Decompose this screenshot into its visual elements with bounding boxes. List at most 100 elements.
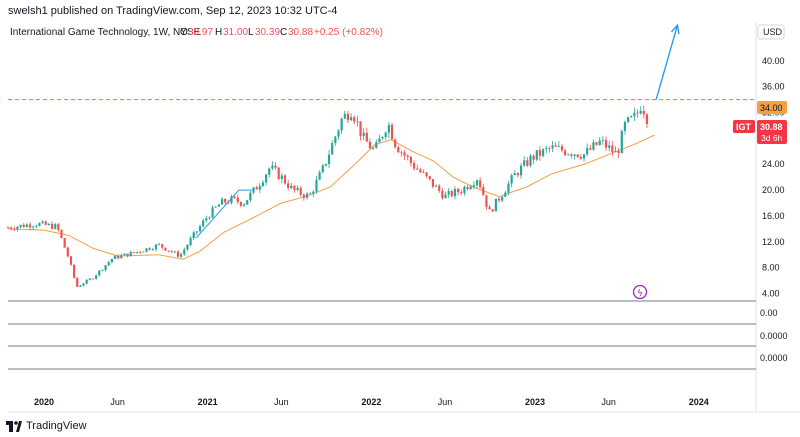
candle-body xyxy=(205,218,208,221)
candle-body xyxy=(472,185,475,187)
candle-body xyxy=(41,221,44,224)
candle-body xyxy=(488,207,491,210)
candle-body xyxy=(35,225,38,227)
candle-body xyxy=(227,202,230,204)
candle-body xyxy=(249,192,252,201)
candle-body xyxy=(157,244,161,245)
candle-body xyxy=(450,191,453,197)
indicator-pane-value: 0.00 xyxy=(760,308,778,318)
candle-body xyxy=(608,145,611,148)
candle-body xyxy=(526,160,529,166)
indicator-pane-value: 0.0000 xyxy=(760,353,788,363)
candle-body xyxy=(192,232,195,239)
candle-body xyxy=(362,132,365,137)
candle-body xyxy=(554,145,557,147)
candle-body xyxy=(406,155,409,157)
candle-body xyxy=(340,118,343,131)
candle-body xyxy=(582,154,586,159)
candle-body xyxy=(189,238,192,245)
candle-body xyxy=(412,162,416,169)
candle-body xyxy=(645,114,649,125)
candle-body xyxy=(419,169,422,173)
candle-body xyxy=(95,275,98,279)
candle-body xyxy=(321,165,324,173)
candle-body xyxy=(283,175,287,184)
x-tick-label: 2024 xyxy=(689,397,709,407)
candle-body xyxy=(242,204,246,206)
candle-body xyxy=(82,283,85,286)
candle-body xyxy=(258,185,261,190)
candle-body xyxy=(425,172,428,177)
candle-body xyxy=(161,244,164,248)
legend-open-value: 30.97 xyxy=(188,27,213,38)
candle-body xyxy=(397,147,400,153)
candle-body xyxy=(359,121,362,137)
candle-body xyxy=(579,157,582,159)
candle-body xyxy=(107,262,110,266)
candle-body xyxy=(290,185,293,189)
legend-change: +0.25 (+0.82%) xyxy=(314,27,383,38)
candle-body xyxy=(501,196,504,201)
candle-body xyxy=(466,186,469,190)
legend-instrument: International Game Technology, 1W, NYSE xyxy=(10,27,201,38)
tradingview-logo[interactable]: TradingView xyxy=(6,420,87,432)
candle-body xyxy=(217,204,220,207)
footer-brand-text: TradingView xyxy=(26,420,87,432)
candle-body xyxy=(349,117,353,121)
candle-body xyxy=(639,110,642,114)
candle-body xyxy=(32,226,35,228)
candle-body xyxy=(246,200,249,205)
candle-body xyxy=(434,185,438,187)
x-tick-label: Jun xyxy=(274,397,289,407)
candle-body xyxy=(98,270,101,276)
candle-body xyxy=(198,226,202,232)
candle-body xyxy=(334,136,337,144)
candle-body xyxy=(302,194,305,198)
y-tick-label: 36.00 xyxy=(762,82,785,92)
candle-body xyxy=(113,255,117,259)
candle-body xyxy=(479,180,482,188)
candle-body xyxy=(409,156,412,163)
event-marker-icon[interactable] xyxy=(632,284,648,300)
candle-body xyxy=(195,231,198,233)
legend-ohlc: O 30.97 H 31.00 L 30.39 C 30.88 +0.25 (+… xyxy=(180,27,383,38)
candle-body xyxy=(504,192,507,197)
candle-body xyxy=(120,255,123,259)
candle-body xyxy=(69,256,73,265)
candle-body xyxy=(176,251,180,257)
candle-body xyxy=(523,160,526,166)
candle-body xyxy=(529,155,532,166)
candle-body xyxy=(123,253,126,256)
candle-body xyxy=(274,165,277,168)
candle-body xyxy=(25,224,28,228)
candle-body xyxy=(428,176,431,180)
candle-body xyxy=(22,224,25,228)
last-price-tag xyxy=(757,120,787,144)
candle-body xyxy=(324,163,328,166)
candle-body xyxy=(592,142,595,150)
legend-close-label: C xyxy=(280,27,287,38)
legend-low-label: L xyxy=(248,27,254,38)
x-tick-label: 2022 xyxy=(361,397,381,407)
candle-body xyxy=(315,179,318,192)
candle-body xyxy=(611,145,614,153)
candle-body xyxy=(76,277,79,287)
candle-body xyxy=(400,152,403,154)
candle-body xyxy=(614,151,617,153)
projection-arrow[interactable] xyxy=(655,25,679,100)
candle-body xyxy=(44,221,47,225)
candle-body xyxy=(482,187,485,196)
currency-button[interactable] xyxy=(757,24,785,40)
candle-body xyxy=(403,152,406,156)
resistance-price-text: 34.00 xyxy=(760,103,783,113)
candle-body xyxy=(337,130,340,137)
candle-body xyxy=(305,193,309,198)
candle-body xyxy=(50,223,54,229)
candle-body xyxy=(551,145,554,149)
y-tick-label: 16.00 xyxy=(762,211,785,221)
x-tick-label: Jun xyxy=(601,397,616,407)
trend-line-drawing[interactable] xyxy=(195,189,240,239)
candle-body xyxy=(617,151,620,154)
candle-body xyxy=(485,195,488,208)
